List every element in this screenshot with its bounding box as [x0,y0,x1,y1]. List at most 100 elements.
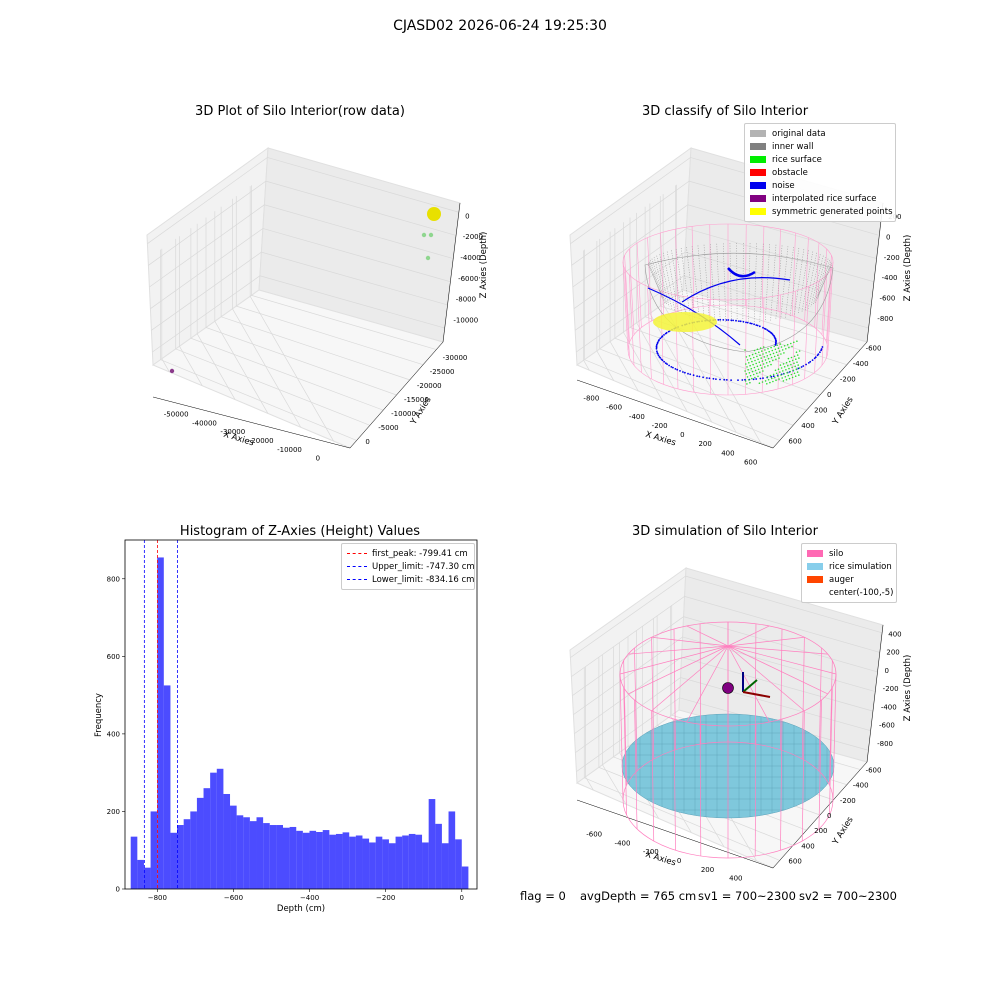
panel2-rice-dot [778,350,781,352]
p2-ztick-label: -400 [882,274,898,282]
legend-item: center(-100,-5) [807,586,893,599]
panel2-rice-dot [764,380,767,382]
panel4-silo-spoke [628,645,729,695]
histogram-bar [408,833,416,889]
panel2-rice-dot [756,348,759,351]
panel2-noise-dot [774,341,777,344]
p4-ztick-label: 200 [886,649,899,657]
p1-xgrid [214,211,269,414]
panel4-silo-line [829,687,833,816]
legend-label: first_peak: -799.41 cm [372,548,468,559]
histogram-bar [269,825,277,889]
p4-ztick-label: 400 [888,630,901,638]
panel2-silo-line [636,280,642,373]
panel2-rice-dot [797,364,799,366]
panel2-wall-line [647,263,663,298]
histogram-bar [249,821,257,889]
panel2-rice-dot [793,372,796,375]
p1-ytick-label: -10000 [391,410,416,418]
panel2-rice-dot [796,340,798,343]
p1-ygrid [251,185,437,350]
p1-ytick-label: -30000 [443,354,468,362]
panel2-rice-dot [745,363,747,365]
histogram-bar [296,830,303,889]
histogram-bar [455,839,462,889]
p4-xtick-label: 0 [677,857,681,865]
p4-ztick-label: -600 [879,722,895,730]
histogram-bar [210,772,217,889]
legend-swatch [750,156,766,163]
panel2-rice-dot [784,376,787,378]
panel2-rice-dot [751,370,754,373]
panel2-rice-dot [768,360,771,363]
legend-label: interpolated rice surface [772,193,877,204]
legend-item: rice surface [750,153,890,166]
histogram-xtick-label: −400 [300,894,319,902]
panel2-rice-dot [758,382,761,385]
histogram-bar [369,842,376,889]
p2-xtick-label: -200 [652,422,668,430]
panel2-rice-dot [759,371,761,374]
panel2-noise-dot [670,366,673,368]
p1-xgrid [179,236,203,386]
panel4-auger-y-arrow [742,679,758,693]
p1-xtick-label: -50000 [164,410,189,418]
panel2-silo-line [821,274,827,366]
p1-zgrid [149,204,454,288]
panel2-rice-dot [761,360,764,362]
panel1-point [427,207,441,221]
panel2-noise-dot [657,354,660,357]
p1-ztick-label: 0 [465,212,469,220]
panel2-silo-line [827,261,834,351]
panel2-ylabel: Y Axies [830,395,856,428]
panel2-silo-line [675,294,679,389]
p2-xtick-label: -600 [606,404,622,412]
histogram-bar [309,830,317,889]
p2-ygrid [644,206,834,381]
panel2-noise-dot [676,368,679,371]
p4-ytick-label: -600 [866,767,882,775]
histogram-ytick-label: 600 [107,653,120,661]
histogram-bar [402,835,409,889]
panel2-noise-dot [746,321,749,324]
panel2-silo-line [709,224,711,306]
legend-label: rice surface [772,154,822,165]
panel2-xlabel: X Axies [644,430,677,449]
p1-ygrid [235,196,424,366]
panel2-silo-line [647,237,652,322]
panel4-zlabel: Z Axies (Depth) [903,655,913,722]
p4-xtick-label: -200 [643,848,659,856]
panel2-wall-line [753,243,758,323]
p2-zgrid [572,204,877,288]
p2-xtick-label: 200 [698,440,711,448]
legend-line [347,579,367,580]
p1-xtick-label: -20000 [249,437,274,445]
histogram-bar [355,835,363,889]
panel2-silo-line [675,229,679,312]
panel2-rice-surface [744,340,801,385]
panel4-silo-line [801,710,805,842]
panel4-silo-spoke [727,636,805,647]
panel3-xlabel: Depth (cm) [277,904,325,914]
panel2-noise-dot [664,332,667,335]
panel2-rice-dot [758,361,761,364]
panel2-rice-dot [796,371,799,373]
panel2-wall-line [801,251,814,313]
panel4-silo-line [651,637,655,759]
panel2-rice-dot [786,371,788,374]
panel2-noise-dot [730,319,733,322]
panel2-rice-dot [770,346,772,349]
p2-ytick-label: -600 [866,345,882,353]
panel2-silo-line [691,226,695,308]
panel2-rice-dot [779,364,782,366]
panel2-silo-line [814,242,820,328]
p2-ygrid [614,228,807,411]
panel2-rice-dot [762,363,765,365]
panel2-noise-dot [660,336,663,338]
p4-ztick-label: -800 [877,740,893,748]
panel2-noise-dot [762,377,764,379]
legend-item: obstacle [750,166,890,179]
histogram-bar [196,797,204,889]
legend-line [347,566,367,567]
